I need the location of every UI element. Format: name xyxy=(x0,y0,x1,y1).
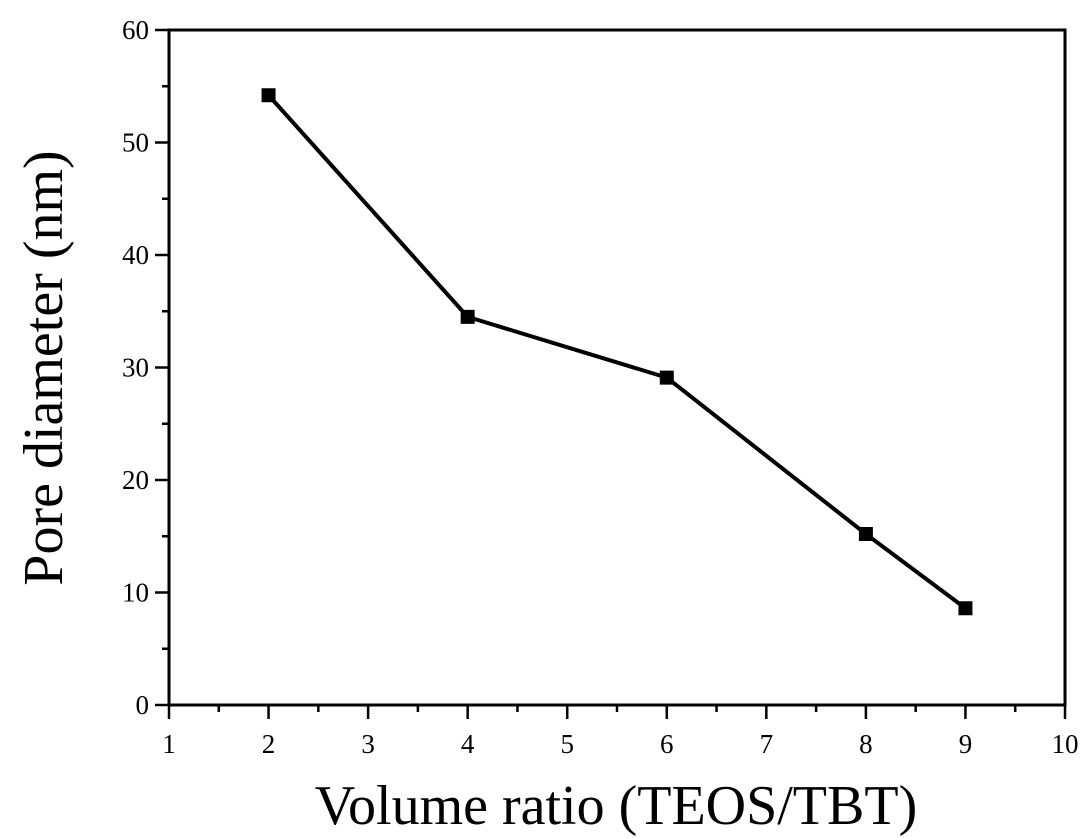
data-point-marker xyxy=(659,370,674,385)
x-tick-label: 8 xyxy=(859,729,873,759)
x-axis-title: Volume ratio (TEOS/TBT) xyxy=(315,775,917,837)
data-point-marker xyxy=(858,527,873,541)
data-point-marker xyxy=(261,88,276,103)
y-tick-label: 30 xyxy=(122,353,149,383)
x-tick-label: 5 xyxy=(560,729,574,759)
x-tick-label: 6 xyxy=(660,729,674,759)
y-axis-title: Pore diameter (nm) xyxy=(13,150,75,585)
x-tick-label: 9 xyxy=(959,729,973,759)
x-tick-label: 10 xyxy=(1052,729,1079,759)
y-tick-label: 50 xyxy=(122,128,149,158)
x-tick-label: 1 xyxy=(162,729,176,759)
y-tick-label: 40 xyxy=(122,240,149,270)
data-point-marker xyxy=(460,309,475,324)
y-tick-label: 60 xyxy=(122,15,149,45)
x-tick-label: 3 xyxy=(361,729,375,759)
y-tick-label: 20 xyxy=(122,465,149,495)
tick-labels: 1 2 3 4 5 6 7 8 9 10 0 10 20 30 40 50 60 xyxy=(122,15,1079,759)
y-tick-label: 0 xyxy=(136,690,150,720)
data-point-marker xyxy=(958,601,973,616)
x-tick-label: 7 xyxy=(760,729,774,759)
x-tick-label: 2 xyxy=(262,729,276,759)
x-tick-label: 4 xyxy=(461,729,475,759)
y-tick-label: 10 xyxy=(122,578,149,608)
data-series xyxy=(261,88,973,616)
axis-ticks xyxy=(155,28,1067,719)
